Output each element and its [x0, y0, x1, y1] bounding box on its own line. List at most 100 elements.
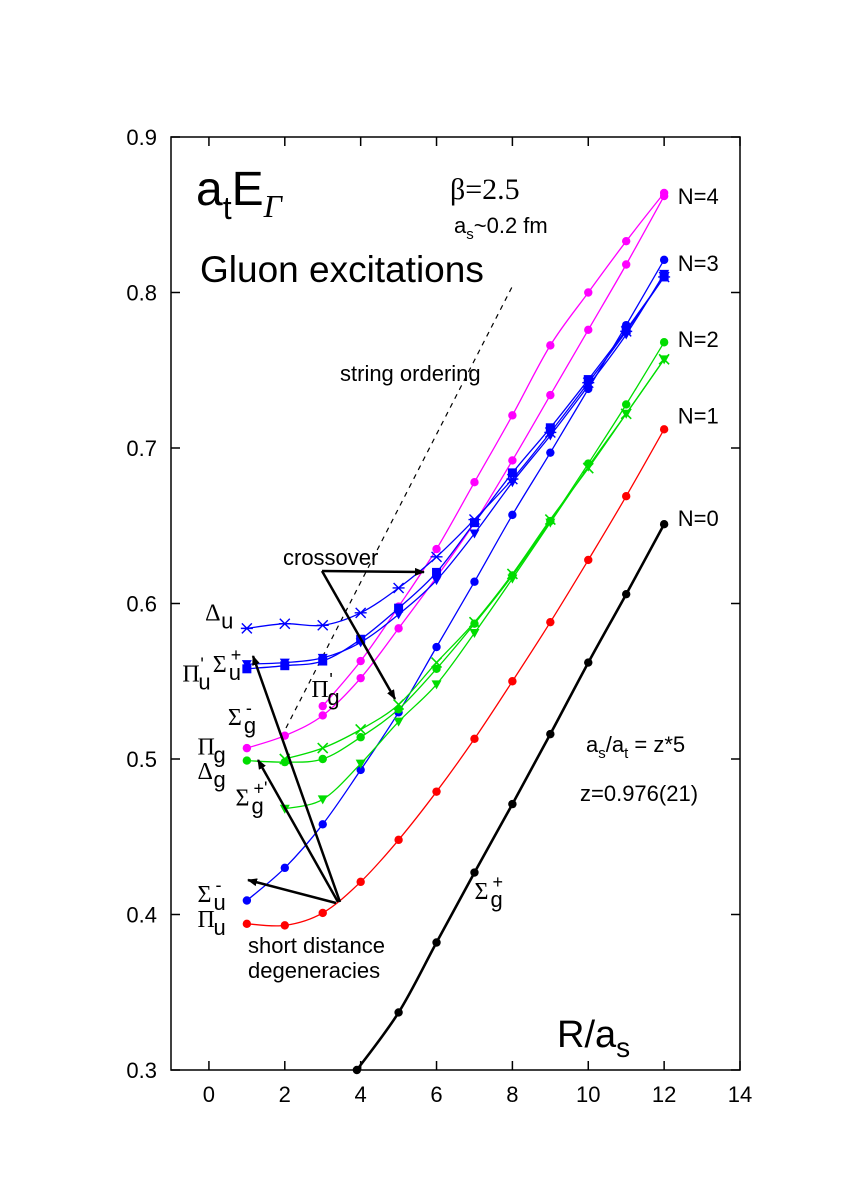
data-point — [469, 629, 480, 639]
data-point — [622, 400, 631, 409]
short-distance-label-1: short distance — [248, 933, 385, 958]
y-axis-label: atEΓ — [196, 163, 284, 226]
state-label: Πu' — [182, 654, 210, 694]
data-point — [659, 338, 669, 347]
data-point — [659, 425, 669, 434]
axis-ticks — [171, 136, 741, 1071]
data-point — [317, 795, 328, 805]
data-point — [431, 576, 442, 586]
data-point — [620, 408, 632, 420]
data-point — [508, 411, 517, 420]
data-point — [622, 589, 631, 599]
state-label-superscript: - — [216, 875, 222, 895]
series-line — [322, 192, 665, 707]
data-point — [546, 390, 555, 400]
state-label-superscript: + — [231, 645, 242, 665]
data-point — [506, 473, 519, 485]
state-label-subscript: u — [214, 915, 226, 940]
data-point — [582, 462, 594, 474]
data-point — [278, 618, 291, 630]
data-point — [354, 607, 367, 619]
series-Πg — [279, 353, 670, 765]
state-label-symbol: Π — [198, 734, 215, 760]
crossover-arrow-top — [321, 567, 425, 576]
data-point — [317, 653, 328, 663]
state-label-superscript: ' — [329, 670, 332, 690]
data-point — [621, 330, 632, 340]
state-label-superscript: +' — [253, 779, 267, 799]
z-label: z=0.976(21) — [580, 781, 698, 806]
data-point — [468, 616, 481, 628]
state-label-superscript: ' — [200, 654, 203, 674]
data-point — [508, 677, 517, 686]
series-Σg+ — [352, 519, 669, 1075]
band-label: N=4 — [678, 184, 719, 209]
state-label-symbol: Σ — [198, 882, 212, 908]
data-point — [394, 603, 404, 613]
data-point — [355, 723, 367, 736]
data-point — [392, 582, 405, 594]
x-tick-label: 0 — [203, 1082, 215, 1107]
data-point — [430, 657, 443, 669]
data-point — [432, 544, 441, 554]
data-point — [318, 820, 327, 829]
state-label-subscript: g — [490, 887, 502, 912]
degeneracy-arrow-2 — [256, 759, 340, 903]
chart-title: Gluon excitations — [200, 249, 484, 290]
data-point — [584, 288, 593, 297]
band-labels: N=0 N=1 N=2 N=3 N=4 — [678, 184, 719, 531]
x-tick-label: 14 — [728, 1082, 752, 1107]
y-tick-label: 0.6 — [126, 592, 157, 617]
state-label: Πg — [198, 734, 226, 767]
state-label-symbol: Σ — [474, 879, 488, 905]
y-tick-label: 0.4 — [126, 903, 157, 928]
data-point — [432, 938, 441, 947]
crossover-arrow-bottom — [320, 570, 397, 700]
data-point — [544, 426, 557, 438]
data-point — [355, 638, 366, 648]
state-label: Πg' — [311, 670, 339, 710]
data-point — [508, 510, 517, 520]
data-point — [352, 1065, 362, 1075]
data-point — [659, 188, 669, 198]
series-Πu — [242, 425, 669, 930]
data-point — [316, 619, 329, 631]
series-line — [246, 276, 665, 630]
data-point — [508, 799, 517, 809]
data-point — [432, 567, 442, 577]
state-label-subscript: u — [214, 890, 226, 915]
data-point — [621, 325, 631, 335]
band-label: N=3 — [678, 251, 719, 276]
data-point — [356, 877, 365, 887]
data-point — [506, 568, 518, 580]
data-point — [356, 656, 365, 666]
data-point — [470, 619, 479, 628]
state-label-subscript: u — [221, 609, 233, 634]
data-point — [507, 468, 517, 478]
data-point — [659, 519, 669, 529]
x-tick-label: 12 — [652, 1082, 676, 1107]
data-point — [544, 513, 556, 526]
data-point — [394, 835, 403, 845]
data-point — [318, 908, 327, 918]
data-point — [432, 787, 441, 796]
state-label-subscript: g — [214, 742, 226, 767]
series-line — [246, 273, 665, 665]
state-label-subscript: g — [214, 767, 226, 792]
state-label-subscript: u — [229, 660, 241, 685]
series-Π'g — [318, 188, 669, 711]
state-label-symbol: Σ — [228, 705, 242, 731]
crossover-label: crossover — [283, 545, 378, 570]
data-point — [318, 711, 327, 720]
state-label-symbol: Σ — [213, 652, 227, 678]
spacing-label: as~0.2 fm — [454, 213, 548, 243]
data-point — [470, 734, 479, 743]
data-point — [545, 431, 556, 441]
data-point — [582, 377, 595, 389]
series-Σu+ — [241, 269, 670, 670]
y-tick-label: 0.7 — [126, 436, 157, 461]
